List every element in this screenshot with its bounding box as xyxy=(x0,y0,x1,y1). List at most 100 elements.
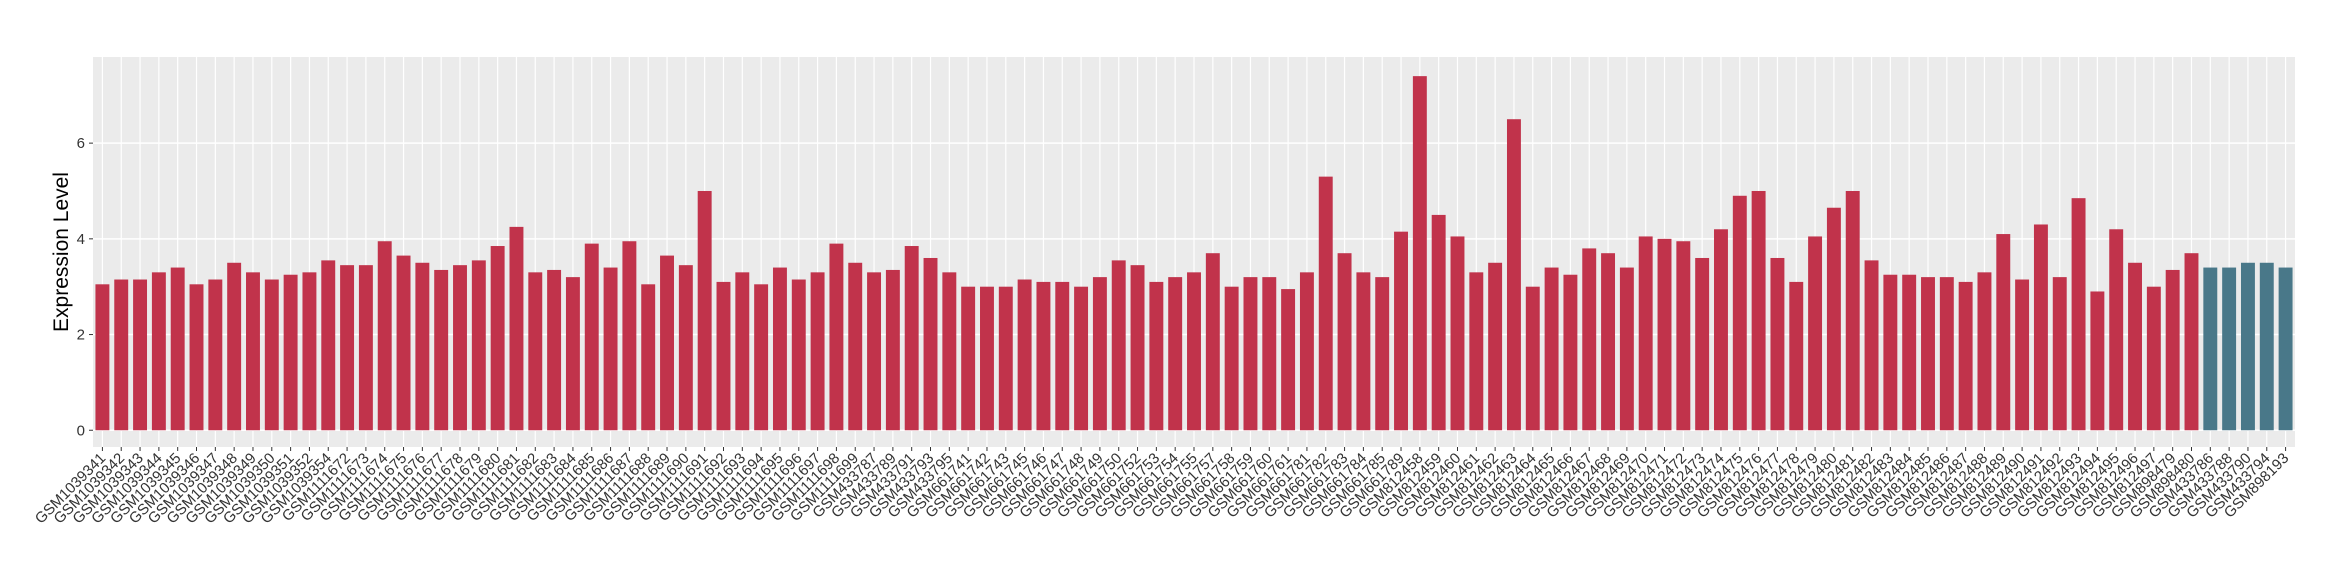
bar xyxy=(302,272,317,431)
bar xyxy=(340,265,355,431)
bar xyxy=(1751,190,1766,431)
bar xyxy=(1958,281,1973,431)
bar xyxy=(1638,236,1653,431)
bar xyxy=(1450,236,1465,431)
bar xyxy=(1281,289,1296,431)
bar xyxy=(453,265,467,431)
y-tick-label: 6 xyxy=(77,135,85,152)
bar xyxy=(735,272,750,431)
bar xyxy=(1205,253,1220,431)
bar xyxy=(2071,198,2086,431)
bar xyxy=(660,255,674,431)
bar xyxy=(923,257,938,431)
y-axis-label: Expression Level xyxy=(50,172,73,332)
bar xyxy=(377,241,392,431)
bar xyxy=(2278,267,2293,431)
bar xyxy=(321,260,336,431)
bar xyxy=(2203,267,2218,431)
bar xyxy=(2090,291,2105,431)
bar xyxy=(1525,286,1540,431)
bar xyxy=(283,274,298,431)
bar xyxy=(1017,279,1032,431)
bar xyxy=(829,243,844,431)
bar xyxy=(1695,257,1710,431)
bar xyxy=(1149,281,1164,431)
bar xyxy=(471,260,486,431)
bar xyxy=(1224,286,1239,431)
bar xyxy=(961,286,976,431)
bar xyxy=(791,279,806,431)
bar xyxy=(1337,253,1352,431)
bar xyxy=(697,190,712,431)
bar xyxy=(848,262,863,431)
bar xyxy=(980,286,994,431)
bar xyxy=(1845,190,1860,431)
bar xyxy=(1789,281,1804,431)
bar xyxy=(1563,274,1578,431)
bar xyxy=(227,262,242,431)
bar xyxy=(264,279,279,431)
bar xyxy=(1939,277,1954,431)
bar xyxy=(1092,277,1107,431)
bar xyxy=(1036,281,1051,431)
y-tick-label: 0 xyxy=(77,422,85,439)
bar xyxy=(2109,229,2124,431)
bar xyxy=(1394,231,1408,431)
bar xyxy=(2222,267,2237,431)
bar xyxy=(772,267,787,431)
bar xyxy=(415,262,430,431)
bar xyxy=(2165,269,2180,431)
bar xyxy=(1431,214,1446,431)
bar xyxy=(528,272,543,431)
bar xyxy=(2015,279,2030,431)
bar xyxy=(1111,260,1126,431)
bar xyxy=(1074,286,1089,431)
bar xyxy=(1676,241,1691,431)
bar xyxy=(2128,262,2142,431)
bar xyxy=(754,284,769,431)
bar xyxy=(998,286,1013,431)
bar xyxy=(170,267,185,431)
bar xyxy=(1996,234,2011,431)
y-tick-label: 2 xyxy=(77,327,85,344)
bar xyxy=(603,267,618,431)
bar xyxy=(2033,224,2048,431)
bar xyxy=(1864,260,1879,431)
bar xyxy=(1506,119,1521,431)
bar xyxy=(208,279,223,431)
bar xyxy=(1921,277,1935,431)
bar xyxy=(1808,236,1823,431)
bar xyxy=(2259,262,2274,431)
bar xyxy=(358,265,373,431)
bar xyxy=(1168,277,1183,431)
bar xyxy=(95,284,110,431)
bar xyxy=(547,269,562,431)
bar xyxy=(133,279,148,431)
y-tick-label: 4 xyxy=(77,231,85,248)
bar xyxy=(1619,267,1634,431)
bar xyxy=(2240,262,2255,431)
bar xyxy=(1375,277,1390,431)
bar xyxy=(2052,277,2067,431)
bar xyxy=(1488,262,1503,431)
bar xyxy=(885,269,900,431)
bar xyxy=(1243,277,1258,431)
bar xyxy=(716,281,731,431)
bar xyxy=(490,246,505,431)
bar xyxy=(509,226,524,431)
bar xyxy=(1130,265,1145,431)
bar xyxy=(1356,272,1371,431)
bar xyxy=(1826,207,1841,431)
bar xyxy=(1657,238,1672,431)
bar xyxy=(1187,272,1201,431)
bar xyxy=(1318,176,1333,431)
bar xyxy=(1262,277,1277,431)
bar xyxy=(246,272,260,431)
bar xyxy=(584,243,599,431)
bar xyxy=(678,265,693,431)
bar xyxy=(2146,286,2161,431)
bar xyxy=(1299,272,1314,431)
bar xyxy=(1582,248,1597,431)
